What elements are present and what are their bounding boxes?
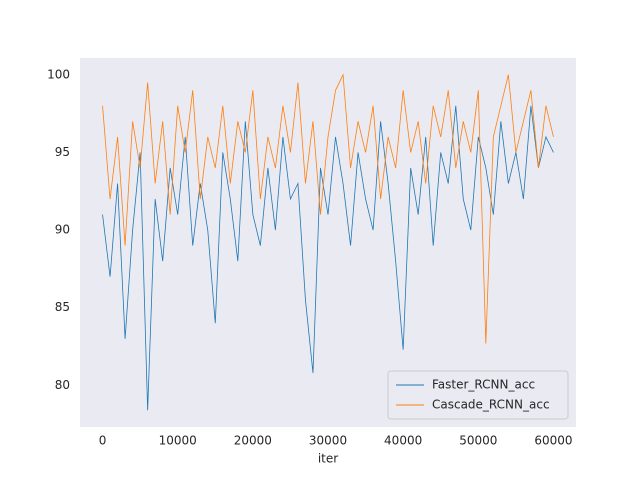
x-tick-label: 40000 — [384, 434, 422, 448]
x-tick-label: 20000 — [234, 434, 272, 448]
legend-box — [387, 370, 569, 420]
x-axis-label: iter — [318, 452, 338, 466]
x-tick-label: 0 — [99, 434, 107, 448]
y-tick-label: 90 — [55, 223, 70, 237]
x-tick-label: 10000 — [159, 434, 197, 448]
y-tick-label: 80 — [55, 378, 70, 392]
series-line — [102, 73, 554, 344]
y-tick-label: 85 — [55, 300, 70, 314]
legend-label: Faster_RCNN_acc — [432, 378, 535, 392]
x-tick-label: 60000 — [534, 434, 572, 448]
plot-area — [80, 58, 576, 427]
x-tick-label: 30000 — [309, 434, 347, 448]
legend-label: Cascade_RCNN_acc — [432, 398, 550, 412]
series-line — [102, 105, 554, 411]
x-tick-label: 50000 — [459, 434, 497, 448]
y-tick-label: 100 — [47, 67, 70, 81]
y-tick-label: 95 — [55, 145, 70, 159]
